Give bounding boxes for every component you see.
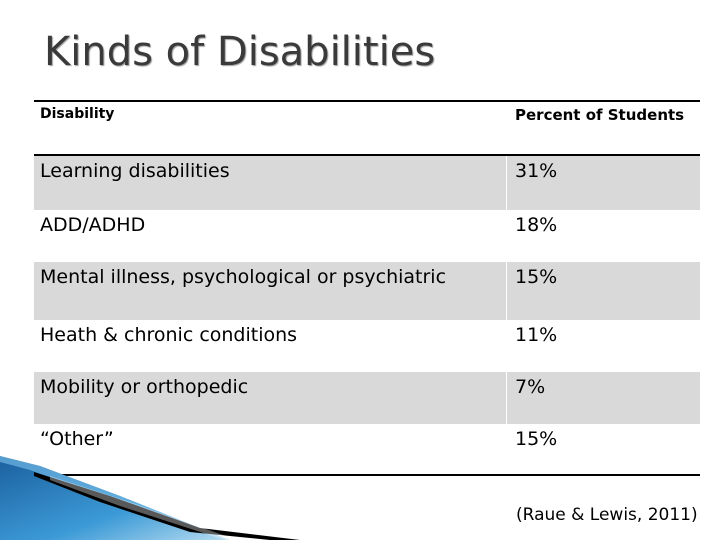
cell-percent: 7% (506, 372, 700, 424)
table-row: “Other” 15% (34, 424, 700, 474)
table-row: Mental illness, psychological or psychia… (34, 262, 700, 320)
table-header-row: Disability Percent of Students (34, 102, 700, 156)
table-row: ADD/ADHD 18% (34, 210, 700, 262)
decorative-corner-swoosh (0, 456, 300, 540)
slide-title: Kinds of Disabilities (44, 29, 436, 75)
cell-percent: 15% (506, 424, 700, 474)
table-row: Learning disabilities 31% (34, 156, 700, 210)
header-percent: Percent of Students (506, 102, 700, 154)
cell-disability: Heath & chronic conditions (40, 324, 298, 346)
citation: (Raue & Lewis, 2011) (516, 505, 698, 525)
cell-disability: ADD/ADHD (40, 214, 146, 236)
table-row: Mobility or orthopedic 7% (34, 372, 700, 424)
cell-disability: Mental illness, psychological or psychia… (34, 262, 506, 320)
cell-percent: 11% (506, 320, 700, 372)
cell-percent: 18% (506, 210, 700, 262)
cell-percent: 31% (506, 156, 700, 210)
disabilities-table: Disability Percent of Students Learning … (34, 100, 700, 476)
table-row: Heath & chronic conditions 11% (34, 320, 700, 372)
cell-percent: 15% (506, 262, 700, 320)
cell-disability: Mobility or orthopedic (34, 372, 506, 424)
header-disability: Disability (40, 106, 115, 122)
cell-disability: Learning disabilities (34, 156, 506, 210)
cell-disability: “Other” (40, 428, 114, 450)
